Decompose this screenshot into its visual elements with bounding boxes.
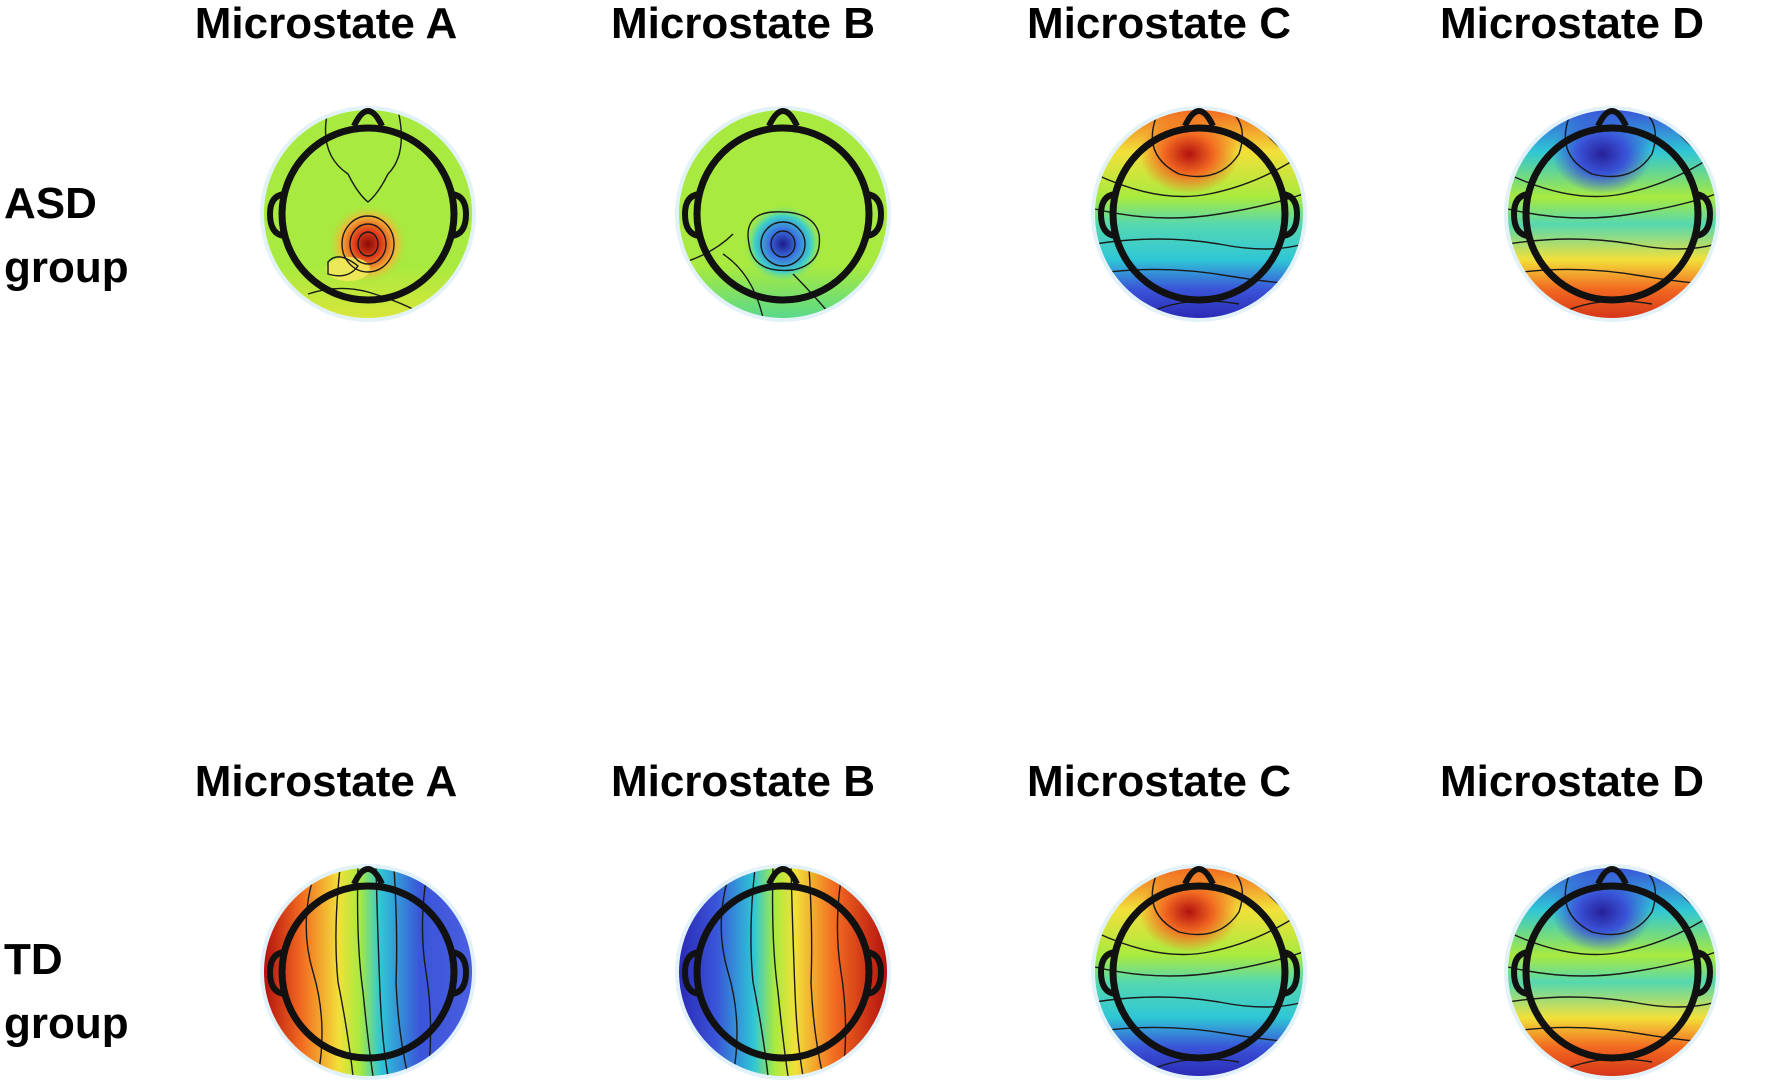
- contour-line: [760, 221, 806, 267]
- left-ear-outline: [266, 949, 285, 997]
- topomap-asd-d: [1504, 106, 1720, 322]
- right-ear-outline: [1695, 949, 1714, 997]
- td-title-d: Microstate D: [1439, 757, 1705, 806]
- contour-line: [1095, 951, 1303, 977]
- topomap-td-d: [1504, 864, 1720, 1080]
- field-background: [264, 868, 472, 1076]
- nose-outline: [1595, 108, 1629, 128]
- head-outline: [693, 124, 873, 304]
- head-outline: [278, 882, 458, 1062]
- map-field: [1095, 868, 1303, 1076]
- contour-line: [1508, 193, 1716, 219]
- td-title-b: Microstate B: [610, 757, 876, 806]
- nose-outline: [351, 866, 385, 886]
- map-field: [264, 868, 472, 1076]
- asd-title-d: Microstate D: [1439, 0, 1705, 48]
- head-outline: [1522, 882, 1702, 1062]
- topomap-asd-c: [1091, 106, 1307, 322]
- map-field: [1508, 868, 1716, 1076]
- contour-line: [335, 868, 354, 1076]
- activation-spot: [743, 204, 823, 284]
- right-ear-outline: [1282, 191, 1301, 239]
- contour-line: [1508, 951, 1716, 977]
- left-ear-outline: [1097, 191, 1116, 239]
- topomap-asd-b: [675, 106, 891, 322]
- contour-line: [747, 211, 821, 272]
- left-ear-outline: [681, 949, 700, 997]
- secondary-spot: [326, 257, 370, 281]
- map-field: [1095, 110, 1303, 318]
- td-label-line2: group: [4, 999, 129, 1048]
- head-outline: [278, 124, 458, 304]
- td-group-label: TD group: [4, 928, 129, 1056]
- contour-line: [770, 230, 796, 258]
- right-ear-outline: [866, 191, 885, 239]
- topomap-asd-a: [260, 106, 476, 322]
- asd-group-label: ASD group: [4, 172, 129, 300]
- contour-line: [836, 868, 847, 1076]
- nose-outline: [1182, 866, 1216, 886]
- left-ear-outline: [681, 191, 700, 239]
- right-ear-outline: [451, 191, 470, 239]
- contour-line: [750, 868, 769, 1076]
- right-ear-outline: [866, 949, 885, 997]
- asd-title-b: Microstate B: [610, 0, 876, 48]
- right-ear-outline: [1282, 949, 1301, 997]
- head-outline: [1109, 124, 1289, 304]
- head-outline: [693, 882, 873, 1062]
- left-ear-outline: [266, 191, 285, 239]
- contour-line: [324, 110, 403, 203]
- topomap-td-b: [675, 864, 891, 1080]
- contour-line: [349, 223, 387, 265]
- topomap-td-a: [260, 864, 476, 1080]
- td-label-line1: TD: [4, 935, 63, 984]
- td-title-c: Microstate C: [1026, 757, 1292, 806]
- nose-outline: [351, 108, 385, 128]
- map-field: [679, 868, 887, 1076]
- contour-line: [327, 256, 359, 277]
- asd-label-line2: group: [4, 243, 129, 292]
- td-title-a: Microstate A: [194, 757, 458, 806]
- map-field: [1508, 110, 1716, 318]
- nose-outline: [1182, 108, 1216, 128]
- contour-line: [1095, 193, 1303, 219]
- left-ear-outline: [1510, 949, 1529, 997]
- nose-outline: [766, 866, 800, 886]
- left-ear-outline: [1510, 191, 1529, 239]
- contour-line: [790, 868, 804, 1076]
- map-field: [679, 110, 887, 318]
- contour-line: [357, 231, 379, 257]
- head-outline: [1522, 124, 1702, 304]
- asd-label-line1: ASD: [4, 179, 97, 228]
- field-background: [679, 868, 887, 1076]
- right-ear-outline: [451, 949, 470, 997]
- contour-line: [356, 868, 374, 1076]
- right-ear-outline: [1695, 191, 1714, 239]
- contour-line: [341, 215, 395, 273]
- contour-line: [375, 868, 389, 1076]
- asd-title-a: Microstate A: [194, 0, 458, 48]
- topomap-td-c: [1091, 864, 1307, 1080]
- contour-line: [722, 253, 764, 318]
- contour-line: [771, 868, 789, 1076]
- head-outline: [1109, 882, 1289, 1062]
- asd-title-c: Microstate C: [1026, 0, 1292, 48]
- map-field: [264, 110, 472, 318]
- left-ear-outline: [1097, 949, 1116, 997]
- nose-outline: [766, 108, 800, 128]
- contour-line: [421, 868, 432, 1076]
- nose-outline: [1595, 866, 1629, 886]
